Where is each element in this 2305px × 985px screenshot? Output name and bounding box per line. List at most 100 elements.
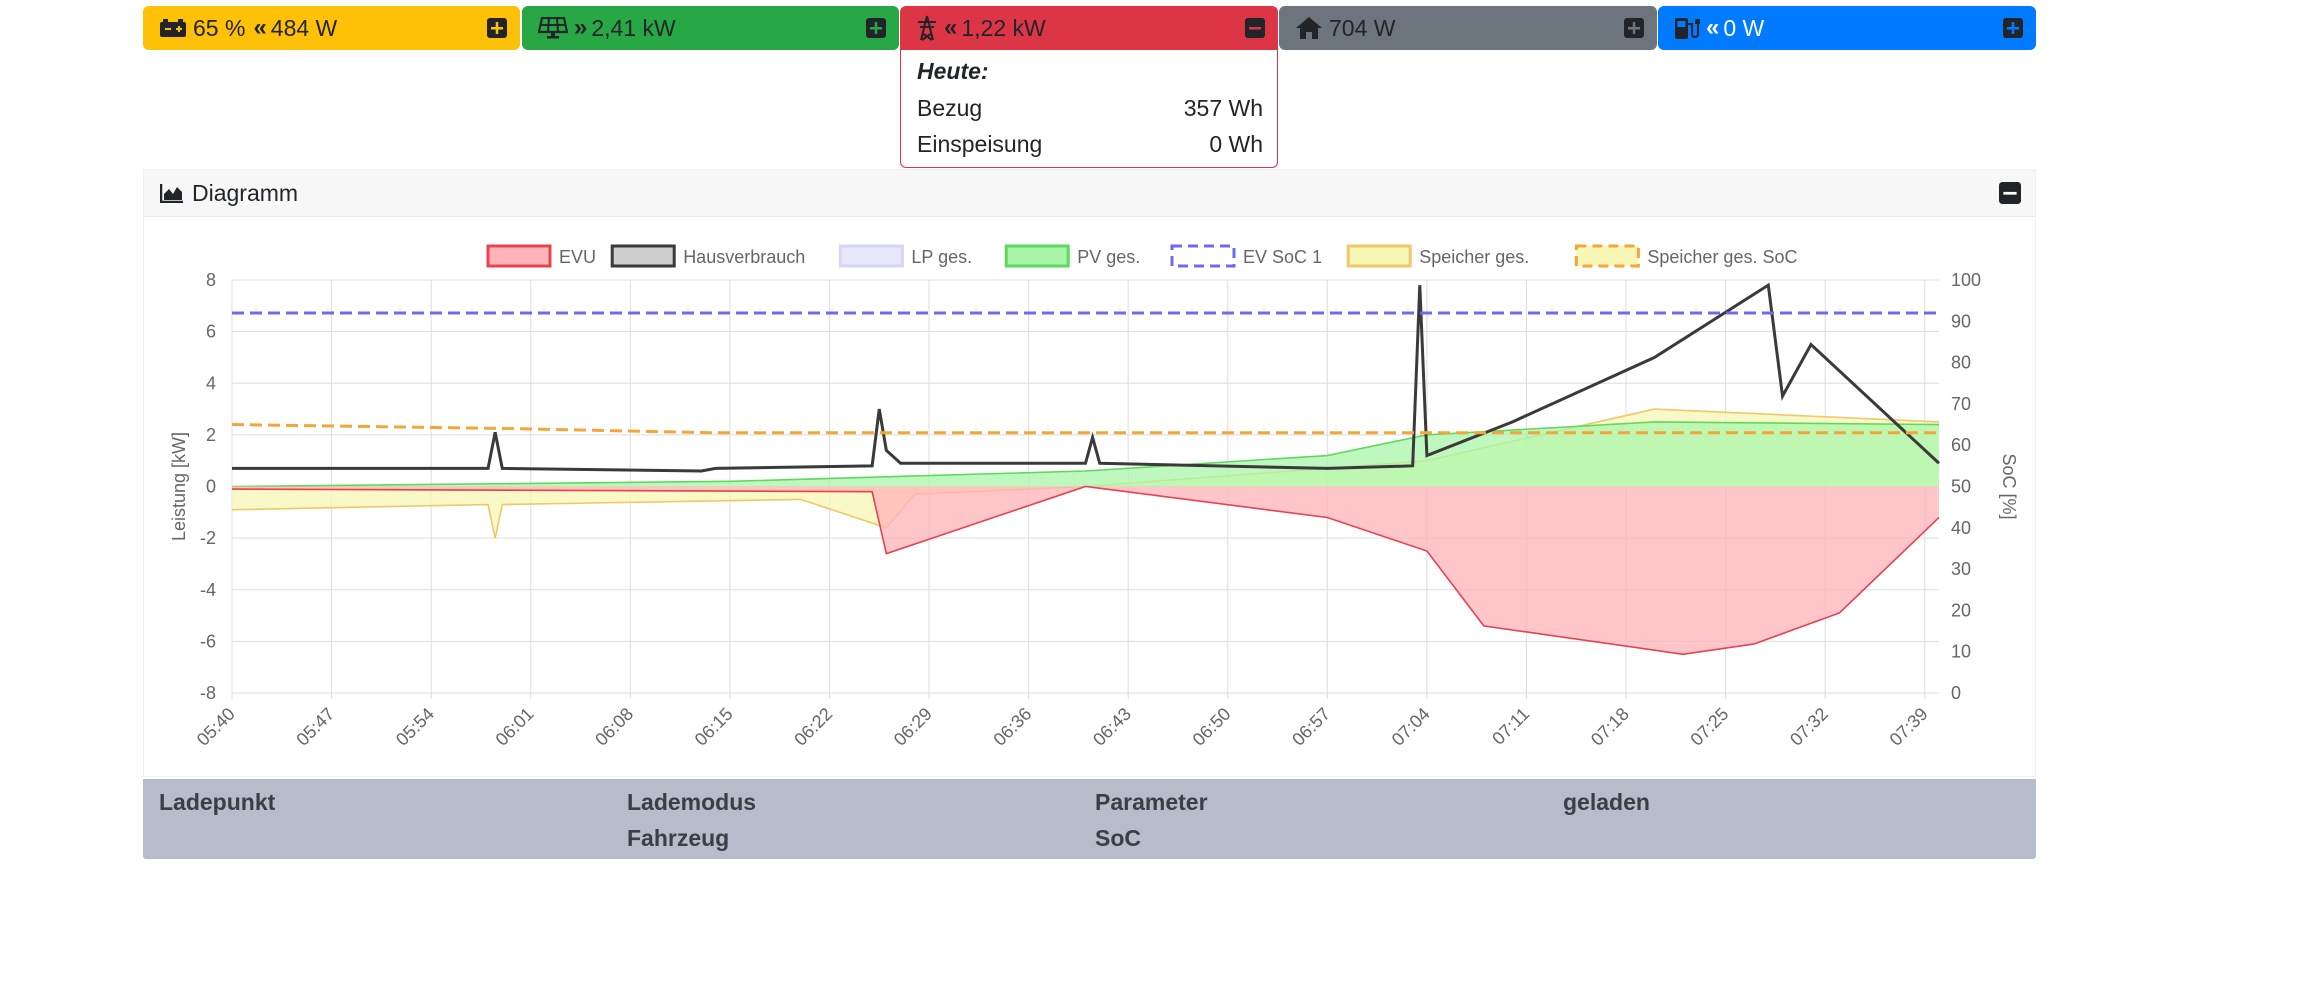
legend-swatch	[1346, 244, 1412, 268]
power-tower-icon	[916, 15, 938, 41]
x-tick-label: 06:15	[691, 704, 737, 750]
x-tick-label: 06:22	[790, 704, 836, 750]
battery-soc: 65 %	[193, 14, 246, 41]
legend-label: PV ges.	[1077, 247, 1140, 267]
y2-tick-label: 90	[1951, 311, 1971, 331]
house-power: 704 W	[1329, 14, 1396, 41]
y2-axis-label: SoC [%]	[1999, 453, 2019, 519]
x-tick-label: 07:25	[1686, 704, 1732, 750]
collapse-minus-icon[interactable]	[1999, 182, 2021, 204]
col-soc: SoC	[1095, 825, 1141, 851]
battery-car-icon	[159, 18, 187, 38]
x-tick-label: 05:54	[392, 704, 438, 750]
x-tick-label: 05:47	[292, 704, 338, 750]
back-arrows-icon: «	[1706, 14, 1719, 41]
x-tick-label: 06:50	[1189, 704, 1235, 750]
x-tick-label: 06:08	[591, 704, 637, 750]
x-tick-label: 06:36	[989, 704, 1035, 750]
evu-row-label: Bezug	[917, 95, 983, 121]
import-arrows-icon: «	[944, 14, 957, 41]
y-tick-label: 8	[206, 270, 216, 290]
x-tick-label: 05:40	[193, 704, 239, 750]
diagram-card: Diagramm 8 6 4 2 0 -2 -4 -6 -8 05:40 05:47 05:54 06:…	[143, 169, 2036, 777]
evu-row-label: Einspeisung	[917, 131, 1043, 157]
x-tick-label: 07:18	[1587, 704, 1633, 750]
pv-area	[232, 421, 1939, 487]
expand-plus-icon[interactable]	[486, 17, 508, 39]
y2-tick-label: 80	[1951, 353, 1971, 373]
y-tick-label: 0	[206, 477, 216, 497]
legend-label: LP ges.	[911, 247, 972, 267]
legend-label: EV SoC 1	[1243, 247, 1322, 267]
collapse-minus-icon[interactable]	[1244, 17, 1266, 39]
y-axis-label: Leistung [kW]	[169, 432, 189, 541]
y-tick-label: -4	[200, 580, 216, 600]
y2-tick-label: 10	[1951, 642, 1971, 662]
house-icon	[1295, 16, 1323, 40]
x-tick-label: 07:39	[1886, 704, 1932, 750]
x-tick-label: 07:32	[1786, 704, 1832, 750]
area-chart-icon	[160, 183, 184, 203]
y2-tick-label: 40	[1951, 518, 1971, 538]
legend-swatch	[610, 244, 676, 268]
solar-panel-icon	[538, 17, 568, 39]
y2-tick-label: 20	[1951, 600, 1971, 620]
ladepunkt-card[interactable]: « 0 W	[1658, 6, 2036, 50]
evu-row-bezug: Bezug 357 Wh	[917, 95, 1263, 122]
x-tick-label: 07:11	[1488, 704, 1533, 749]
evu-power: 1,22 kW	[961, 14, 1046, 41]
ladepunkt-power: 0 W	[1723, 14, 1765, 41]
evu-area	[232, 486, 1939, 655]
x-tick-label: 07:04	[1388, 704, 1434, 750]
y-tick-label: 2	[206, 425, 216, 445]
y2-tick-label: 0	[1951, 683, 1961, 703]
legend-label: Hausverbrauch	[683, 247, 805, 267]
legend-label: Speicher ges. SoC	[1647, 247, 1797, 267]
pv-power: 2,41 kW	[591, 14, 676, 41]
evu-line	[231, 485, 1940, 656]
col-parameter: Parameter	[1095, 789, 1208, 815]
col-geladen: geladen	[1563, 789, 1650, 815]
discharge-arrows-icon: «	[253, 14, 266, 41]
x-tick-label: 06:57	[1288, 704, 1334, 750]
pv-card[interactable]: » 2,41 kW	[522, 6, 899, 50]
battery-card[interactable]: 65 % « 484 W	[143, 6, 520, 50]
y2-tick-label: 100	[1951, 270, 1981, 290]
y-tick-label: -8	[200, 683, 216, 703]
y-tick-label: 6	[206, 322, 216, 342]
diagram-title: Diagramm	[192, 179, 299, 206]
col-lademodus: Lademodus	[627, 789, 757, 815]
y-tick-label: -6	[200, 631, 216, 651]
legend-swatch	[1574, 244, 1640, 268]
forward-arrows-icon: »	[574, 14, 587, 41]
hausverbrauch-line	[232, 282, 1941, 473]
expand-plus-icon[interactable]	[2002, 17, 2024, 39]
y2-tick-label: 70	[1951, 394, 1971, 414]
y2-tick-label: 50	[1951, 477, 1971, 497]
y2-tick-label: 30	[1951, 559, 1971, 579]
expand-plus-icon[interactable]	[1623, 17, 1645, 39]
evu-details-panel: Heute: Bezug 357 Wh Einspeisung 0 Wh	[900, 50, 1278, 168]
evu-row-value: 357 Wh	[1183, 95, 1263, 121]
legend-label: EVU	[559, 247, 596, 267]
legend-swatch	[838, 244, 904, 268]
evu-row-einspeisung: Einspeisung 0 Wh	[917, 131, 1263, 158]
x-tick-label: 06:01	[492, 704, 538, 750]
expand-plus-icon[interactable]	[865, 17, 887, 39]
y-tick-label: 4	[206, 373, 216, 393]
ladepunkt-table-header: Ladepunkt Lademodus Fahrzeug Parameter S…	[143, 779, 2036, 859]
evu-row-value: 0 Wh	[1209, 131, 1263, 157]
legend-label: Speicher ges.	[1419, 247, 1529, 267]
battery-power: 484 W	[270, 14, 338, 41]
pv-line	[231, 421, 1940, 488]
evu-card[interactable]: « 1,22 kW	[900, 6, 1278, 50]
speicher-soc-line	[231, 423, 1939, 435]
legend-swatch	[486, 244, 552, 268]
x-tick-label: 06:29	[890, 704, 936, 750]
charging-station-icon	[1674, 16, 1700, 40]
legend-swatch	[1004, 244, 1070, 268]
house-card[interactable]: 704 W	[1279, 6, 1657, 50]
evu-details-heading: Heute:	[917, 58, 989, 84]
diagram-header[interactable]: Diagramm	[144, 170, 2035, 217]
